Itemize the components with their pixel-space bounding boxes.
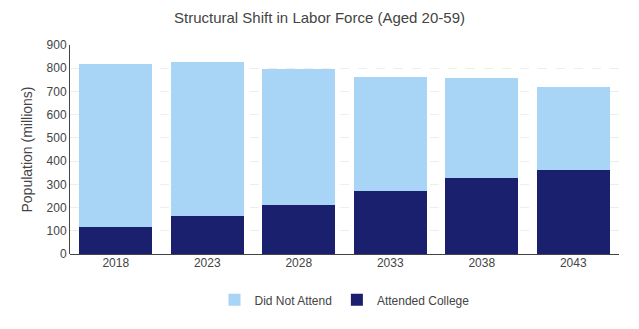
svg-text:700: 700 [47,85,67,99]
svg-text:2033: 2033 [377,256,404,270]
svg-text:900: 900 [47,38,67,52]
svg-text:0: 0 [60,247,67,261]
svg-text:500: 500 [47,131,67,145]
svg-text:300: 300 [47,178,67,192]
svg-text:100: 100 [47,224,67,238]
svg-text:Did Not Attend: Did Not Attend [255,294,332,308]
svg-text:Population (millions): Population (millions) [19,86,35,212]
svg-text:2043: 2043 [560,256,587,270]
svg-text:800: 800 [47,61,67,75]
svg-text:200: 200 [47,201,67,215]
svg-text:2038: 2038 [468,256,495,270]
svg-text:2018: 2018 [102,256,129,270]
svg-text:400: 400 [47,154,67,168]
svg-text:2028: 2028 [285,256,312,270]
svg-text:2023: 2023 [194,256,221,270]
svg-text:Attended College: Attended College [377,294,469,308]
svg-text:600: 600 [47,108,67,122]
svg-text:Structural Shift in Labor Forc: Structural Shift in Labor Force (Aged 20… [174,9,465,26]
